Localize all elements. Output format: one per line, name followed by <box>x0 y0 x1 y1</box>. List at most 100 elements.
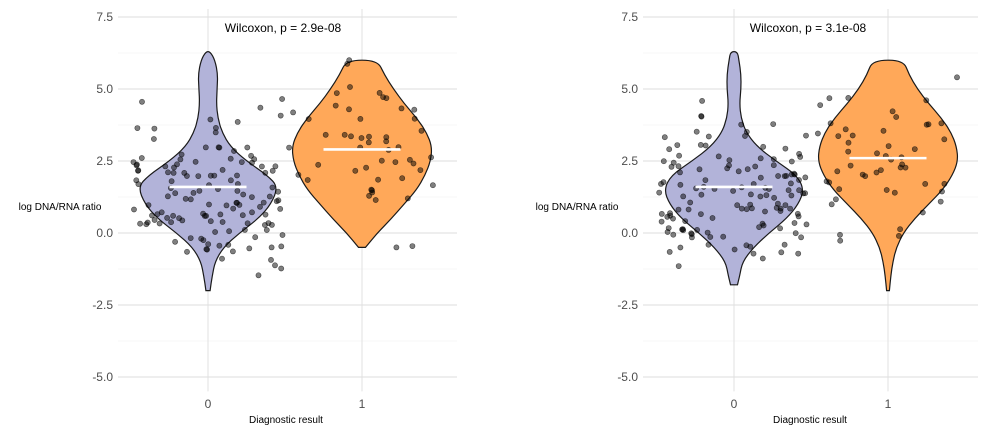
y-axis-title-right: log DNA/RNA ratio <box>536 202 619 213</box>
medians-right <box>695 156 927 189</box>
data-point <box>757 193 764 200</box>
data-point <box>715 153 722 160</box>
data-point <box>680 227 687 234</box>
data-point <box>231 148 237 154</box>
data-point <box>698 113 705 119</box>
data-point <box>277 205 284 212</box>
data-point <box>238 159 245 165</box>
data-point <box>257 104 264 111</box>
data-point <box>399 175 406 182</box>
data-point <box>246 245 253 252</box>
data-point <box>777 208 784 214</box>
data-point <box>744 166 751 173</box>
data-point <box>133 162 140 169</box>
data-point <box>883 187 890 193</box>
y-tick-label: 5.0 <box>621 82 638 96</box>
data-point <box>233 199 240 206</box>
data-point <box>304 177 311 183</box>
data-point <box>383 134 390 141</box>
data-point <box>378 157 385 164</box>
data-point <box>664 213 671 220</box>
violins-right <box>664 50 959 292</box>
data-point <box>897 226 903 233</box>
data-point <box>676 152 682 159</box>
data-point <box>322 131 329 138</box>
data-point <box>260 199 267 206</box>
data-point <box>796 177 802 183</box>
data-point <box>656 189 663 196</box>
data-point <box>664 229 671 235</box>
violin-group-1 <box>291 59 433 248</box>
data-point <box>666 146 673 153</box>
data-point <box>726 157 733 164</box>
data-point <box>823 178 830 185</box>
data-point <box>747 243 754 250</box>
data-point <box>212 125 219 131</box>
data-point <box>348 133 354 140</box>
data-point <box>693 128 700 135</box>
data-point <box>177 156 184 163</box>
data-point <box>150 136 157 142</box>
violin-group-0 <box>664 50 804 286</box>
data-point <box>190 189 197 196</box>
data-point <box>223 202 230 209</box>
y-tick-label: 7.5 <box>96 10 113 24</box>
data-point <box>248 152 254 159</box>
data-point <box>404 195 411 202</box>
data-point <box>661 134 668 141</box>
data-point <box>398 105 405 112</box>
stat-label-left: Wilcoxon, p = 2.9e-08 <box>225 21 342 35</box>
data-point <box>891 189 898 196</box>
data-point <box>249 209 255 216</box>
y-tick-label: 5.0 <box>96 82 113 96</box>
data-point <box>797 153 804 160</box>
data-point <box>156 220 163 227</box>
data-point <box>698 211 704 217</box>
data-point <box>782 145 789 152</box>
data-point <box>244 144 251 151</box>
x-tick-label: 0 <box>731 397 738 411</box>
data-point <box>383 95 390 101</box>
data-point <box>365 139 372 146</box>
data-point <box>200 210 206 217</box>
data-point <box>709 215 716 221</box>
data-point <box>170 212 176 219</box>
data-point <box>803 132 809 139</box>
data-point <box>778 249 785 256</box>
y-tick-label: 2.5 <box>96 154 113 168</box>
data-point <box>922 180 929 187</box>
y-tick-label: 0.0 <box>621 226 638 240</box>
data-point <box>172 190 179 197</box>
data-point <box>268 221 275 228</box>
data-point <box>187 235 194 241</box>
data-point <box>833 196 839 203</box>
data-point <box>925 121 932 128</box>
data-point <box>862 173 869 179</box>
data-point <box>239 212 246 219</box>
data-point <box>131 206 137 213</box>
data-point <box>748 191 754 198</box>
data-point <box>782 202 789 208</box>
data-point <box>137 220 143 227</box>
data-point <box>815 130 821 137</box>
data-point <box>849 132 856 139</box>
data-point <box>133 177 140 184</box>
data-point <box>219 255 225 262</box>
data-point <box>333 90 340 96</box>
data-point <box>842 126 849 133</box>
data-point <box>411 115 418 122</box>
data-point <box>195 173 202 179</box>
medians-left <box>169 148 401 189</box>
data-point <box>802 174 809 181</box>
data-point <box>749 205 755 212</box>
data-point <box>760 222 767 229</box>
data-point <box>796 187 802 194</box>
data-point <box>196 187 203 194</box>
data-point <box>138 155 145 161</box>
data-point <box>738 205 745 212</box>
data-point <box>775 173 781 179</box>
data-point <box>207 172 214 179</box>
y-tick-label: -5.0 <box>617 370 638 384</box>
data-point <box>257 203 263 210</box>
